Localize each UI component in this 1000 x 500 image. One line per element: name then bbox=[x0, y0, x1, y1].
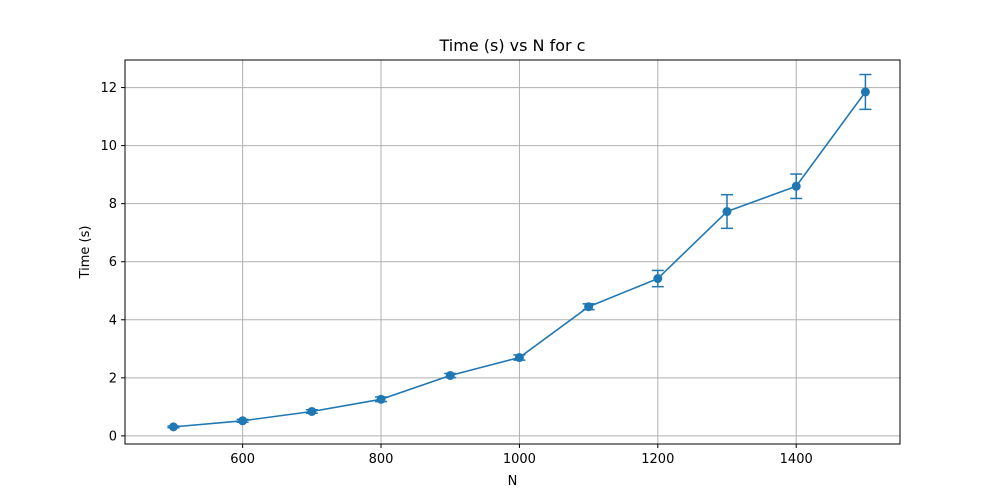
data-point bbox=[376, 394, 386, 404]
x-axis-label: N bbox=[508, 474, 518, 489]
data-point bbox=[168, 422, 178, 432]
y-tick-label: 6 bbox=[109, 255, 117, 270]
data-point bbox=[307, 406, 317, 416]
x-tick-label: 1000 bbox=[503, 452, 536, 467]
y-tick-label: 10 bbox=[100, 139, 117, 154]
chart-title: Time (s) vs N for c bbox=[439, 36, 586, 55]
grid bbox=[125, 60, 900, 444]
plot-frame bbox=[124, 59, 901, 445]
y-tick-label: 12 bbox=[100, 81, 117, 96]
x-tick-label: 1200 bbox=[641, 452, 674, 467]
data-point bbox=[860, 87, 870, 97]
data-point bbox=[238, 416, 248, 426]
data-point bbox=[722, 207, 732, 217]
x-tick-label: 800 bbox=[369, 452, 394, 467]
x-tick-label: 1400 bbox=[780, 452, 813, 467]
data-point bbox=[514, 353, 524, 363]
y-tick-label: 4 bbox=[109, 313, 117, 328]
data-point bbox=[653, 274, 663, 284]
series-layer bbox=[167, 73, 872, 432]
y-tick-label: 2 bbox=[109, 371, 117, 386]
y-axis-label: Time (s) bbox=[78, 226, 93, 280]
data-point bbox=[445, 371, 455, 381]
data-point bbox=[584, 302, 594, 312]
y-tick-label: 8 bbox=[109, 197, 117, 212]
x-tick-label: 600 bbox=[230, 452, 255, 467]
data-point bbox=[791, 181, 801, 191]
y-tick-label: 0 bbox=[109, 429, 117, 444]
ticks: 600 800 1000 1200 1400 0 2 4 6 8 10 12 bbox=[100, 81, 812, 467]
